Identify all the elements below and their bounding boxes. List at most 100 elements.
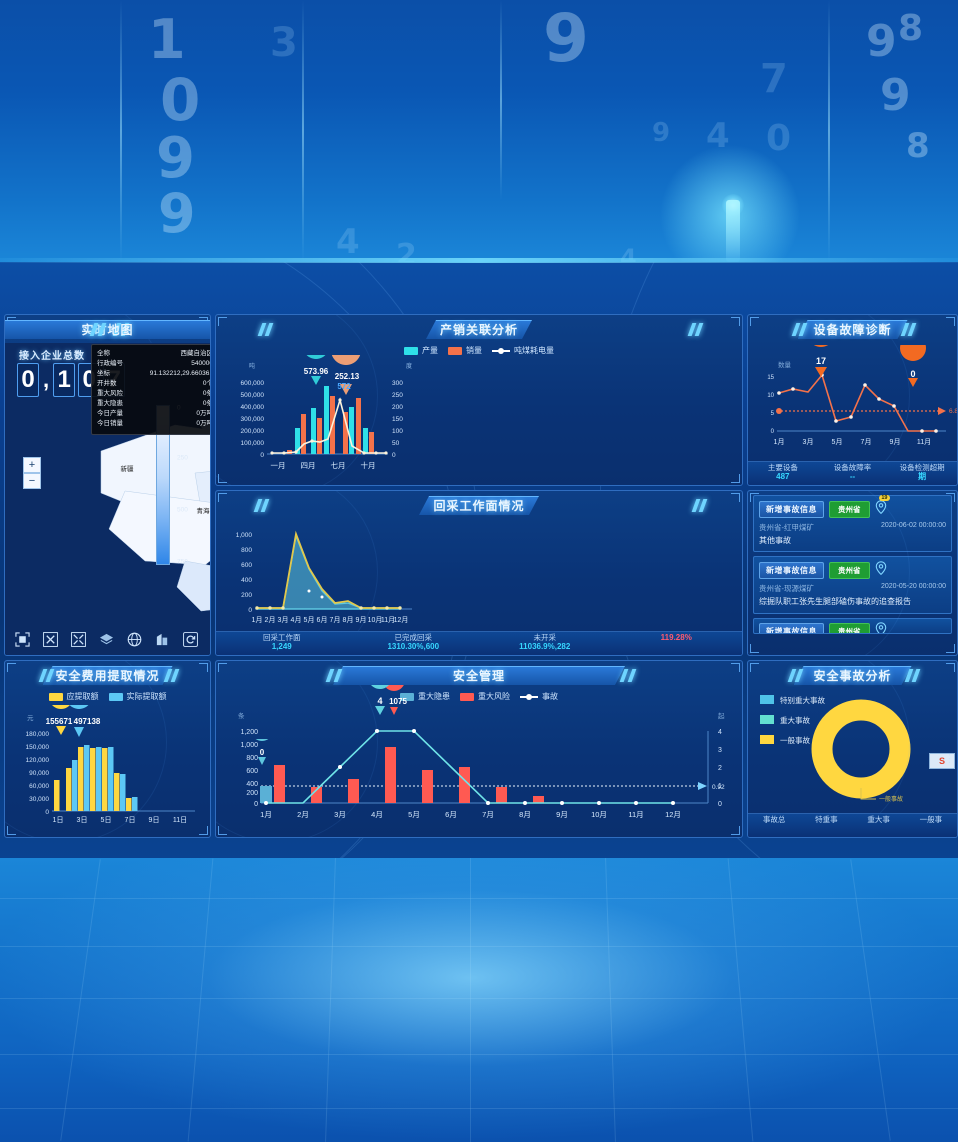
tooltip-row: 重大隐患0条 xyxy=(97,400,210,408)
svg-text:9月: 9月 xyxy=(556,810,568,819)
tooltip-row: 开井数0个 xyxy=(97,380,210,388)
panel-mining-face: 回采工作面情况 1,000 800 600 400 200 0 xyxy=(215,490,743,656)
panel-title-safety-management: 安全管理 xyxy=(216,666,742,685)
map-counter-label: 接入企业总数 xyxy=(19,351,85,362)
corner-mark xyxy=(218,663,227,672)
legend-item: 吨煤耗电量 xyxy=(492,345,554,356)
side-dots-icon: ⋮ xyxy=(944,753,955,765)
map-province-tooltip: 全称 西藏自治区 行政编号 540000 坐标 91.132212,29.660361… xyxy=(91,344,211,435)
equipment-markers: 17 0 xyxy=(813,345,927,387)
svg-text:4: 4 xyxy=(718,729,722,736)
legend-safety-fee: 应提取额 实际提取额 xyxy=(5,691,210,702)
accident-chip: 新增事故信息 xyxy=(759,501,824,518)
collapse-icon[interactable] xyxy=(69,630,88,649)
legend-item: 实际提取额 xyxy=(108,691,167,702)
corner-mark xyxy=(731,317,740,326)
corner-mark xyxy=(218,493,227,502)
background-grid xyxy=(0,858,958,1142)
svg-text:5日: 5日 xyxy=(101,816,112,824)
tooltip-row: 全称 西藏自治区 xyxy=(97,350,211,357)
accident-card[interactable]: 新增事故信息 贵州省 xyxy=(753,617,952,634)
svg-text:5月: 5月 xyxy=(832,438,843,446)
background-top-banner: 1 0 9 9 3 4 2 9 9 4 7 0 9 8 9 8 4 xyxy=(0,0,958,262)
province-badge: 贵州省 xyxy=(829,562,870,580)
accident-card[interactable]: 新增事故信息 贵州省 19 贵州省-红甲煤矿 2020-06-02 00:00:… xyxy=(753,495,952,553)
svg-text:200: 200 xyxy=(241,592,252,599)
panel-accident-feed[interactable]: 新增事故信息 贵州省 19 贵州省-红甲煤矿 2020-06-02 00:00:… xyxy=(747,490,958,656)
safety-mgmt-marker-peak: 4 1075 xyxy=(371,685,407,715)
map-zoom-controls[interactable]: + − xyxy=(23,457,41,489)
panel-safety-fee: 安全费用提取情况 应提取额 实际提取额 元 180,000 150,000 120… xyxy=(4,660,211,838)
svg-text:200: 200 xyxy=(246,790,258,797)
svg-text:50: 50 xyxy=(392,440,400,447)
legend-item: 重大隐患 xyxy=(400,691,450,702)
refresh-icon[interactable] xyxy=(181,630,200,649)
province-badge: 贵州省 xyxy=(829,622,870,633)
panel-title-map: 实时地图 xyxy=(5,320,210,339)
bg-digit: 4 xyxy=(620,244,637,262)
panel-title-safety-fee: 安全费用提取情况 xyxy=(5,666,210,685)
svg-text:8月: 8月 xyxy=(343,616,354,624)
svg-text:400: 400 xyxy=(241,577,252,584)
corner-mark xyxy=(946,317,955,326)
stat-cell: 特重事 xyxy=(815,815,838,824)
legend-item: 应提取额 xyxy=(48,691,99,702)
chart-icon[interactable] xyxy=(153,630,172,649)
corner-mark xyxy=(7,663,16,672)
globe-icon[interactable] xyxy=(125,630,144,649)
dashboard-top-edge xyxy=(0,258,958,263)
map-toolbar[interactable] xyxy=(13,630,200,649)
svg-text:7月: 7月 xyxy=(330,616,341,624)
svg-text:7月: 7月 xyxy=(482,810,494,819)
svg-text:9月: 9月 xyxy=(356,616,367,624)
corner-mark xyxy=(218,317,227,326)
legend-item: 销量 xyxy=(448,345,482,356)
select-area-icon[interactable] xyxy=(13,630,32,649)
beam xyxy=(726,200,740,262)
svg-text:600,000: 600,000 xyxy=(241,380,265,387)
svg-text:一般事故: 一般事故 xyxy=(879,795,903,803)
side-thumbnail: S xyxy=(929,753,955,769)
legend-safety-management: 重大隐患 重大风险 事故 xyxy=(216,691,742,702)
svg-text:1,000: 1,000 xyxy=(236,532,253,539)
svg-text:800: 800 xyxy=(241,547,252,554)
bg-digit: 9 xyxy=(543,0,589,77)
safety-mgmt-marker-left: 0 xyxy=(255,739,269,765)
stat-cell: 一般事 xyxy=(919,815,943,824)
corner-mark xyxy=(199,826,208,835)
map-zoom-out-button[interactable]: − xyxy=(23,473,41,489)
legend-production: 产量 销量 吨煤耗电量 xyxy=(216,345,742,356)
svg-text:7月: 7月 xyxy=(861,438,872,446)
location-pin-icon[interactable] xyxy=(875,622,887,633)
svg-text:200: 200 xyxy=(392,404,403,411)
svg-text:90,000: 90,000 xyxy=(29,770,49,777)
svg-text:100: 100 xyxy=(392,428,403,435)
expand-icon[interactable] xyxy=(41,630,60,649)
accident-description: 综掘队职工张先生腿部磕伤事故的追查报告 xyxy=(759,597,911,607)
counter-digit: 0 xyxy=(17,363,39,397)
corner-mark xyxy=(946,493,955,502)
svg-text:5: 5 xyxy=(771,411,775,417)
accident-card[interactable]: 新增事故信息 贵州省 贵州省-现源煤矿 2020-05-20 00:00:00 … xyxy=(753,556,952,614)
layers-icon[interactable] xyxy=(97,630,116,649)
svg-text:300: 300 xyxy=(392,380,403,387)
legend-item: 事故 xyxy=(520,691,558,702)
tooltip-row: 今日销量0万吨 xyxy=(97,420,210,428)
corner-mark xyxy=(7,826,16,835)
svg-text:3: 3 xyxy=(718,747,722,754)
location-pin-icon[interactable]: 19 xyxy=(875,495,890,519)
location-pin-icon[interactable] xyxy=(875,561,887,580)
mine-name: 贵州省-现源煤矿 xyxy=(759,584,814,594)
panel-title-mining-face: 回采工作面情况 xyxy=(216,496,742,515)
bg-digit: 9 xyxy=(866,16,897,67)
svg-text:8月: 8月 xyxy=(519,810,531,819)
svg-text:500,000: 500,000 xyxy=(241,392,265,399)
dashboard-grid: 产销关联分析 产量 销量 吨煤耗电量 吨 度 600,000 500,000 40… xyxy=(0,314,958,844)
svg-text:吨: 吨 xyxy=(249,362,255,370)
svg-text:2月: 2月 xyxy=(297,810,309,819)
bg-digit: 9 xyxy=(652,118,671,148)
svg-text:250: 250 xyxy=(392,392,403,399)
map-zoom-in-button[interactable]: + xyxy=(23,457,41,473)
svg-text:0: 0 xyxy=(910,369,915,379)
